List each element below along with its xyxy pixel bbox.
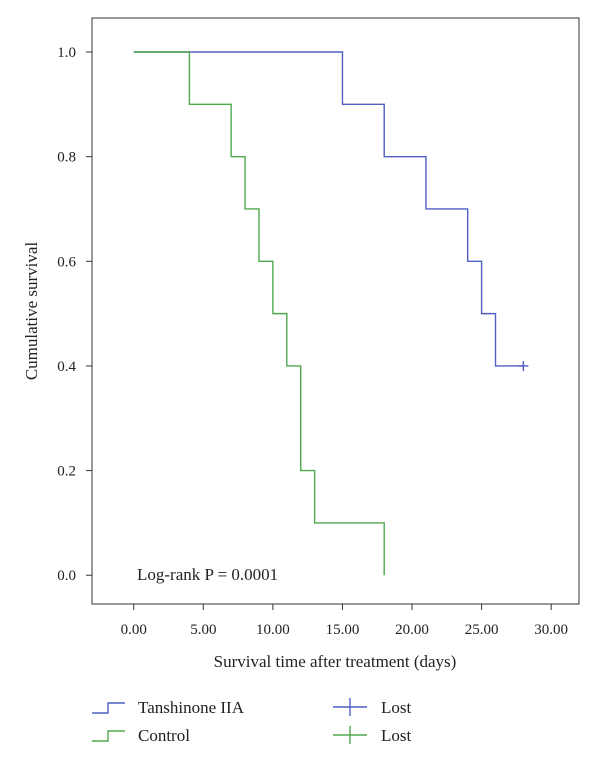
x-tick-label: 30.00 bbox=[534, 622, 568, 638]
legend-entry-lost: Lost bbox=[333, 698, 412, 717]
censor-mark-tanshinone-iia bbox=[518, 360, 529, 371]
series-layer bbox=[133, 51, 529, 576]
x-tick-label: 20.00 bbox=[395, 622, 429, 638]
legend-label: Lost bbox=[381, 726, 412, 745]
legend: Tanshinone IIA Control Lost Lost bbox=[92, 698, 412, 745]
plot-frame bbox=[91, 17, 580, 605]
legend-label: Control bbox=[138, 726, 190, 745]
x-axis-label: Survival time after treatment (days) bbox=[214, 652, 457, 671]
legend-entry-tanshinone-iia: Tanshinone IIA bbox=[92, 698, 245, 717]
y-tick-label: 0.8 bbox=[57, 150, 76, 166]
x-tick-label: 15.00 bbox=[326, 622, 360, 638]
y-tick-label: 0.4 bbox=[57, 359, 76, 375]
y-axis-ticks: 0.0 0.2 0.4 0.6 0.8 1.0 bbox=[57, 45, 92, 584]
x-tick-label: 5.00 bbox=[190, 622, 216, 638]
legend-step-symbol bbox=[92, 730, 125, 742]
y-axis-label: Cumulative survival bbox=[22, 242, 41, 381]
x-axis-ticks: 0.00 5.00 10.00 15.00 20.00 25.00 30.00 bbox=[121, 604, 568, 638]
y-tick-label: 0.2 bbox=[57, 464, 76, 480]
x-tick-label: 10.00 bbox=[256, 622, 290, 638]
y-tick-label: 0.0 bbox=[57, 568, 76, 584]
legend-entry-lost: Lost bbox=[333, 726, 412, 745]
log-rank-annotation: Log-rank P = 0.0001 bbox=[137, 565, 278, 584]
series-line-tanshinone-iia bbox=[133, 51, 524, 367]
legend-entry-control: Control bbox=[92, 726, 190, 745]
y-tick-label: 1.0 bbox=[57, 45, 76, 61]
legend-label: Tanshinone IIA bbox=[138, 698, 245, 717]
x-tick-label: 0.00 bbox=[121, 622, 147, 638]
series-line-control bbox=[133, 51, 385, 576]
y-tick-label: 0.6 bbox=[57, 254, 76, 270]
legend-step-symbol bbox=[92, 702, 125, 714]
x-tick-label: 25.00 bbox=[465, 622, 499, 638]
legend-label: Lost bbox=[381, 698, 412, 717]
